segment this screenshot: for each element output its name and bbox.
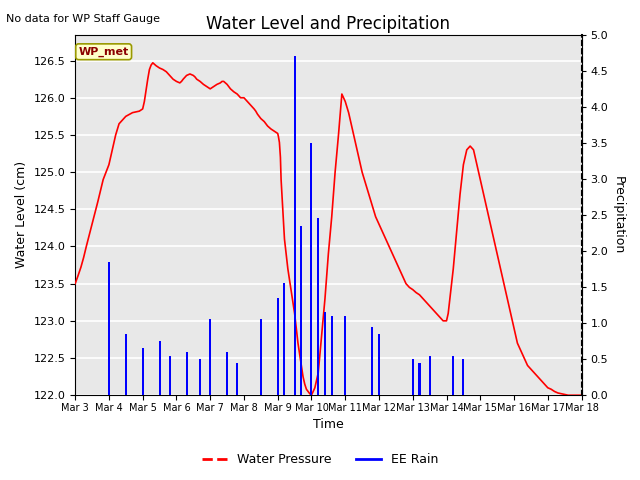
- Bar: [169, 356, 171, 395]
- Bar: [378, 334, 380, 395]
- Bar: [452, 356, 454, 395]
- Y-axis label: Water Level (cm): Water Level (cm): [15, 161, 28, 268]
- Bar: [300, 226, 302, 395]
- Text: WP_met: WP_met: [79, 47, 129, 57]
- Title: Water Level and Precipitation: Water Level and Precipitation: [206, 15, 451, 33]
- Legend: Water Pressure, EE Rain: Water Pressure, EE Rain: [196, 448, 444, 471]
- Bar: [317, 218, 319, 395]
- Bar: [159, 341, 161, 395]
- Bar: [294, 56, 296, 395]
- Bar: [462, 359, 465, 395]
- X-axis label: Time: Time: [313, 419, 344, 432]
- Y-axis label: Precipitation: Precipitation: [612, 176, 625, 254]
- Bar: [276, 298, 279, 395]
- Text: No data for WP Staff Gauge: No data for WP Staff Gauge: [6, 14, 161, 24]
- Bar: [284, 283, 285, 395]
- Bar: [331, 316, 333, 395]
- Bar: [344, 316, 346, 395]
- Bar: [226, 352, 228, 395]
- Bar: [310, 143, 312, 395]
- Bar: [324, 312, 326, 395]
- Bar: [108, 262, 110, 395]
- Bar: [125, 334, 127, 395]
- Bar: [371, 327, 373, 395]
- Bar: [199, 359, 201, 395]
- Bar: [236, 363, 238, 395]
- Bar: [419, 363, 420, 395]
- Bar: [412, 359, 414, 395]
- Bar: [429, 356, 431, 395]
- Bar: [209, 320, 211, 395]
- Bar: [186, 352, 188, 395]
- Bar: [260, 320, 262, 395]
- Bar: [141, 348, 144, 395]
